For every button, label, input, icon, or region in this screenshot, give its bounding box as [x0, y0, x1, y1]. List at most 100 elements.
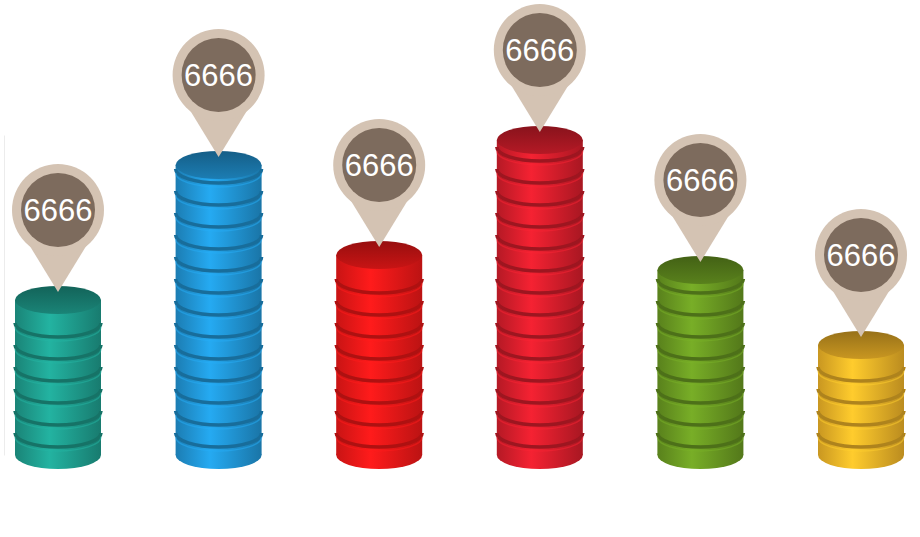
coin-edge	[497, 235, 583, 249]
coin-highlight	[497, 349, 583, 363]
coin-highlight	[176, 349, 262, 363]
coin-edge	[497, 301, 583, 315]
coin-edge	[818, 433, 904, 447]
coin-stack	[657, 256, 743, 469]
annotation: 6666	[184, 58, 253, 93]
coin-highlight	[15, 437, 101, 451]
y-axis-line	[4, 136, 5, 456]
pin-face	[21, 173, 95, 247]
annotation: 6666	[505, 33, 574, 68]
pin-ring	[654, 134, 746, 226]
coin-highlight	[497, 437, 583, 451]
pin: 6666	[173, 29, 265, 157]
coin-edge	[176, 367, 262, 381]
coin-highlight	[176, 393, 262, 407]
coin-highlight	[15, 327, 101, 341]
coin-edge	[497, 279, 583, 293]
coin-edge	[336, 323, 422, 337]
coin-edge	[657, 411, 743, 425]
pin-face	[503, 13, 577, 87]
coin-highlight	[176, 415, 262, 429]
pin-ring	[333, 119, 425, 211]
coin-highlight	[497, 239, 583, 253]
coin-highlight	[176, 239, 262, 253]
coin-edge	[657, 301, 743, 315]
coin-highlight	[657, 283, 743, 297]
coin-edge	[176, 235, 262, 249]
coin-edge	[176, 257, 262, 271]
coin-edge	[497, 411, 583, 425]
coin-highlight	[818, 415, 904, 429]
coin-edge	[15, 323, 101, 337]
coin-edge	[818, 367, 904, 381]
coin-edge	[657, 345, 743, 359]
coin-highlight	[497, 217, 583, 231]
coin-highlight	[497, 283, 583, 297]
coin-highlight	[497, 173, 583, 187]
coin-highlight	[657, 327, 743, 341]
coin-edge	[497, 367, 583, 381]
coin-highlight	[176, 283, 262, 297]
annotation: 6666	[345, 148, 414, 183]
coin-highlight	[497, 371, 583, 385]
coin-edge	[336, 367, 422, 381]
coin-edge	[176, 323, 262, 337]
coin-edge	[15, 389, 101, 403]
coin-highlight	[657, 371, 743, 385]
coin-highlight	[15, 393, 101, 407]
coin-highlight	[818, 371, 904, 385]
pins: 666666666666666666666666	[12, 4, 907, 337]
coin-highlight	[657, 437, 743, 451]
coin-edge	[176, 191, 262, 205]
coin-edge	[657, 323, 743, 337]
coin-highlight	[657, 305, 743, 319]
coin-stack	[497, 126, 583, 469]
coin-highlight	[497, 261, 583, 275]
bar	[336, 255, 422, 455]
pin-ring	[12, 164, 104, 256]
coin-edge	[497, 345, 583, 359]
coin-stack	[818, 331, 904, 469]
coin-edge	[336, 345, 422, 359]
pin-ring	[815, 209, 907, 301]
pin-face	[663, 143, 737, 217]
coin-highlight	[497, 305, 583, 319]
coin-highlight	[176, 371, 262, 385]
coin-stack	[15, 286, 101, 469]
coin-edge	[336, 301, 422, 315]
coin-edge	[657, 367, 743, 381]
coin-highlight	[15, 371, 101, 385]
coin-edge	[15, 411, 101, 425]
coin-edge	[15, 345, 101, 359]
coin-edge	[657, 433, 743, 447]
coin-edge	[15, 433, 101, 447]
coin-highlight	[497, 415, 583, 429]
coin-edge	[336, 411, 422, 425]
coin-highlight	[176, 217, 262, 231]
coin-edge	[176, 389, 262, 403]
coin-highlight	[336, 327, 422, 341]
coin-edge	[336, 389, 422, 403]
coin-edge	[176, 345, 262, 359]
coin-highlight	[336, 371, 422, 385]
coin-highlight	[657, 349, 743, 363]
coin-highlight	[497, 327, 583, 341]
pin-ring	[173, 29, 265, 121]
chart: 666666666666666666666666	[0, 0, 920, 537]
coin-highlight	[176, 437, 262, 451]
coin-highlight	[657, 415, 743, 429]
coin-edge	[176, 301, 262, 315]
coin-edge	[176, 411, 262, 425]
pin-ring	[494, 4, 586, 96]
bar	[15, 300, 101, 455]
pin: 6666	[12, 164, 104, 292]
coin-edge	[497, 169, 583, 183]
pin: 6666	[654, 134, 746, 262]
bar	[176, 165, 262, 455]
coin-highlight	[176, 327, 262, 341]
coin-edge	[497, 433, 583, 447]
coin-highlight	[818, 393, 904, 407]
coin-highlight	[336, 349, 422, 363]
coin-highlight	[336, 415, 422, 429]
coin-highlight	[15, 349, 101, 363]
